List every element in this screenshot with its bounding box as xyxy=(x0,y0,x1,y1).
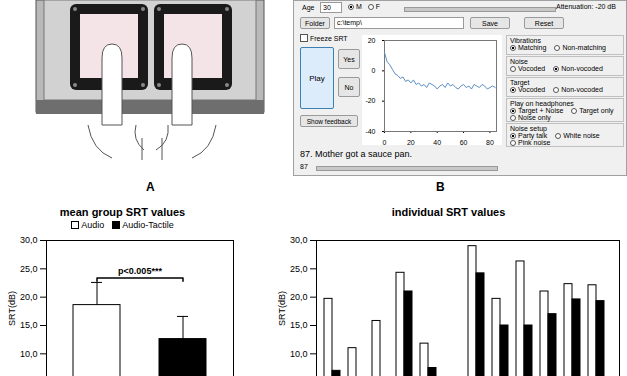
html-text:Target only: Target only xyxy=(579,107,614,114)
html-text:Matching: Matching xyxy=(518,44,547,51)
svg-text:30,0: 30,0 xyxy=(290,235,308,245)
html-text:Target + Noise: Target + Noise xyxy=(518,107,564,114)
html-text:Noise only: Noise only xyxy=(518,114,551,121)
html-text:87. Mother got a sauce pan.: 87. Mother got a sauce pan. xyxy=(300,149,413,159)
html-text:Attenuation: -20 dB: Attenuation: -20 dB xyxy=(556,3,616,10)
svg-text:p<0.005***: p<0.005*** xyxy=(118,266,162,276)
html-text:Age: Age xyxy=(302,4,315,11)
html-text:individual SRT values: individual SRT values xyxy=(391,206,506,218)
html-text:Save: Save xyxy=(482,19,498,27)
svg-text:20: 20 xyxy=(407,139,415,146)
svg-text:0: 0 xyxy=(372,67,376,74)
svg-text:10,0: 10,0 xyxy=(20,349,38,359)
html-text:A: A xyxy=(146,180,155,194)
html-text:c:\temp\: c:\temp\ xyxy=(337,19,362,26)
svg-text:25,0: 25,0 xyxy=(20,264,38,274)
svg-text:-40: -40 xyxy=(365,128,375,135)
svg-text:40: 40 xyxy=(433,139,441,146)
svg-text:60: 60 xyxy=(460,139,468,146)
html-text:Non-vocoded: Non-vocoded xyxy=(561,86,603,93)
svg-text:20,0: 20,0 xyxy=(20,292,38,302)
html-text:Play on headphones: Play on headphones xyxy=(510,100,574,107)
svg-text:20: 20 xyxy=(368,37,376,44)
html-text:Show feedback: Show feedback xyxy=(306,117,352,125)
svg-text:0: 0 xyxy=(383,139,387,146)
html-text:Noise setup: Noise setup xyxy=(510,125,547,132)
html-text:87: 87 xyxy=(300,163,308,170)
html-text:Party talk: Party talk xyxy=(518,132,548,139)
html-text:Play: Play xyxy=(309,73,325,83)
html-text:30: 30 xyxy=(323,4,331,11)
html-text:M: M xyxy=(356,3,362,10)
svg-text:-20: -20 xyxy=(365,97,375,104)
html-text:Vocoded: Vocoded xyxy=(518,65,546,72)
svg-text:SRT(dB): SRT(dB) xyxy=(7,291,17,326)
html-text:F: F xyxy=(375,3,381,10)
svg-text:SRT(dB): SRT(dB) xyxy=(277,291,287,326)
html-text:Audio: Audio xyxy=(81,220,105,230)
svg-text:15,0: 15,0 xyxy=(20,320,38,330)
html-text:Vocoded: Vocoded xyxy=(518,86,546,93)
html-text:Vibrations: Vibrations xyxy=(510,37,541,44)
svg-text:80: 80 xyxy=(486,139,494,146)
html-text:Pink noise: Pink noise xyxy=(518,139,551,146)
svg-text:25,0: 25,0 xyxy=(290,264,308,274)
html-text:White noise: White noise xyxy=(563,132,600,139)
svg-text:30,0: 30,0 xyxy=(20,235,38,245)
html-text:Non-matching: Non-matching xyxy=(562,44,606,51)
html-text:Non-vocoded: Non-vocoded xyxy=(561,65,603,72)
html-text:mean group SRT values: mean group SRT values xyxy=(59,206,186,218)
svg-text:15,0: 15,0 xyxy=(290,320,308,330)
html-text:Freeze SRT: Freeze SRT xyxy=(310,34,348,42)
html-text:Audio-Tactile: Audio-Tactile xyxy=(122,220,174,230)
svg-text:20,0: 20,0 xyxy=(290,292,308,302)
html-text:No: No xyxy=(344,83,354,91)
html-text:Noise: Noise xyxy=(510,58,528,65)
html-text:Reset: Reset xyxy=(534,19,554,27)
html-text:Yes: Yes xyxy=(343,55,355,63)
html-text:B: B xyxy=(436,180,445,194)
svg-text:10,0: 10,0 xyxy=(290,349,308,359)
html-text:Target: Target xyxy=(510,79,530,86)
html-text:Folder: Folder xyxy=(305,19,325,27)
